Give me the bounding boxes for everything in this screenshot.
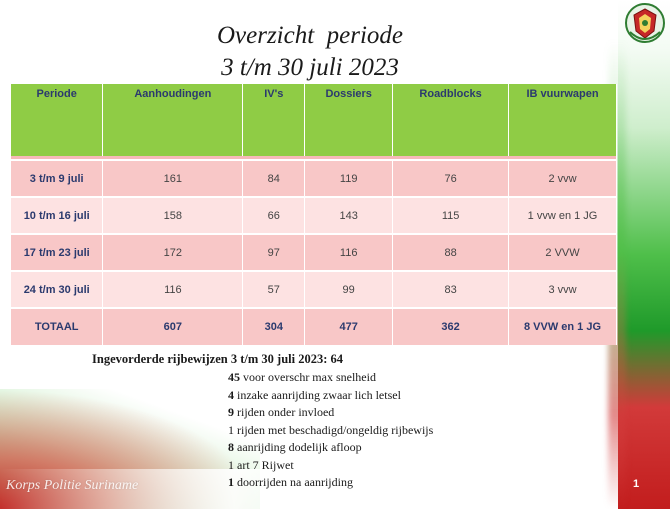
license-summary: Ingevorderde rijbewijzen 3 t/m 30 juli 2… <box>92 352 433 492</box>
item-count: 9 <box>228 405 234 419</box>
table-cell: 76 <box>392 159 510 197</box>
title-line-1: Overzicht periode <box>216 22 404 49</box>
table-row: 17 t/m 23 juli 172 97 116 88 2 VVW <box>11 233 617 271</box>
list-item: 1 rijden met beschadigd/ongeldig rijbewi… <box>228 422 433 440</box>
column-header: Periode <box>11 84 104 156</box>
total-cell: 607 <box>102 307 244 345</box>
table-cell: 158 <box>102 196 244 234</box>
list-item: 45 voor overschr max snelheid <box>228 369 433 387</box>
footer-brand: Korps Politie Suriname <box>6 478 139 493</box>
table-cell: 116 <box>102 270 244 308</box>
table-cell: 66 <box>242 196 306 234</box>
column-header: IV's <box>242 84 306 156</box>
table-cell: 99 <box>304 270 394 308</box>
item-text: art 7 Rijwet <box>237 457 294 472</box>
summary-list: 45 voor overschr max snelheid 4 inzake aan… <box>228 369 433 492</box>
table-cell: 119 <box>304 159 394 197</box>
item-count: 1 <box>228 475 234 489</box>
table-cell: 116 <box>304 233 394 271</box>
table-row: 10 t/m 16 juli 158 66 143 115 1 vvw en 1… <box>11 196 617 234</box>
summary-heading: Ingevorderde rijbewijzen 3 t/m 30 juli 2… <box>92 352 344 366</box>
table-cell: 3 vvw <box>508 270 617 308</box>
table-cell: 161 <box>102 159 244 197</box>
slide-number: 1 <box>633 478 640 490</box>
total-cell: 477 <box>304 307 394 345</box>
item-count: 1 <box>228 457 234 472</box>
period-cell: 3 t/m 9 juli <box>11 159 104 197</box>
item-count: 4 <box>228 387 234 402</box>
decorative-sweep <box>0 469 670 509</box>
page-title: Overzicht periode 3 t/m 30 juli 2023 <box>150 20 470 84</box>
table-separator <box>11 156 617 160</box>
item-text: inzake aanrijding zwaar lich letsel <box>237 387 401 402</box>
list-item: 1 art 7 Rijwet <box>228 457 433 475</box>
column-header: IB vuurwapen <box>508 84 617 156</box>
table-cell: 143 <box>304 196 394 234</box>
table-cell: 57 <box>242 270 306 308</box>
item-count: 8 <box>228 440 234 454</box>
title-line-2: 3 t/m 30 juli 2023 <box>221 54 399 81</box>
period-cell: 10 t/m 16 juli <box>11 196 104 234</box>
list-item: 4 inzake aanrijding zwaar lich letsel <box>228 387 433 405</box>
item-text: rijden onder invloed <box>237 405 335 419</box>
table-cell: 172 <box>102 233 244 271</box>
item-text: aanrijding dodelijk afloop <box>237 440 362 454</box>
column-header: Aanhoudingen <box>102 84 244 156</box>
total-cell: 362 <box>392 307 510 345</box>
period-cell: 17 t/m 23 juli <box>11 233 104 271</box>
table-cell: 84 <box>242 159 306 197</box>
decorative-gradient-strip-right <box>618 0 670 509</box>
list-item: 9 rijden onder invloed <box>228 404 433 422</box>
list-item: 8 aanrijding dodelijk afloop <box>228 439 433 457</box>
period-cell: 24 t/m 30 juli <box>11 270 104 308</box>
table-header-row: Periode Aanhoudingen IV's Dossiers Roadb… <box>11 84 617 156</box>
table-cell: 115 <box>392 196 510 234</box>
table-cell: 2 vvw <box>508 159 617 197</box>
table-cell: 88 <box>392 233 510 271</box>
table-total-row: TOTAAL 607 304 477 362 8 VVW en 1 JG <box>11 307 617 345</box>
table-row: 24 t/m 30 juli 116 57 99 83 3 vvw <box>11 270 617 308</box>
table-cell: 1 vvw en 1 JG <box>508 196 617 234</box>
list-item: 1 doorrijden na aanrijding <box>228 474 433 492</box>
table-row: 3 t/m 9 juli 161 84 119 76 2 vvw <box>11 159 617 197</box>
table-cell: 2 VVW <box>508 233 617 271</box>
column-header: Dossiers <box>304 84 394 156</box>
item-text: rijden met beschadigd/ongeldig rijbewijs <box>237 422 434 437</box>
total-cell: 8 VVW en 1 JG <box>508 307 617 345</box>
item-count: 1 <box>228 422 234 437</box>
table-cell: 97 <box>242 233 306 271</box>
total-cell: 304 <box>242 307 306 345</box>
statistics-table: Periode Aanhoudingen IV's Dossiers Roadb… <box>11 84 617 345</box>
police-crest-icon <box>625 3 665 43</box>
table-cell: 83 <box>392 270 510 308</box>
item-text: doorrijden na aanrijding <box>237 475 353 489</box>
item-text: voor overschr max snelheid <box>243 370 376 384</box>
item-count: 45 <box>228 370 240 384</box>
column-header: Roadblocks <box>392 84 510 156</box>
total-label-cell: TOTAAL <box>11 307 104 345</box>
